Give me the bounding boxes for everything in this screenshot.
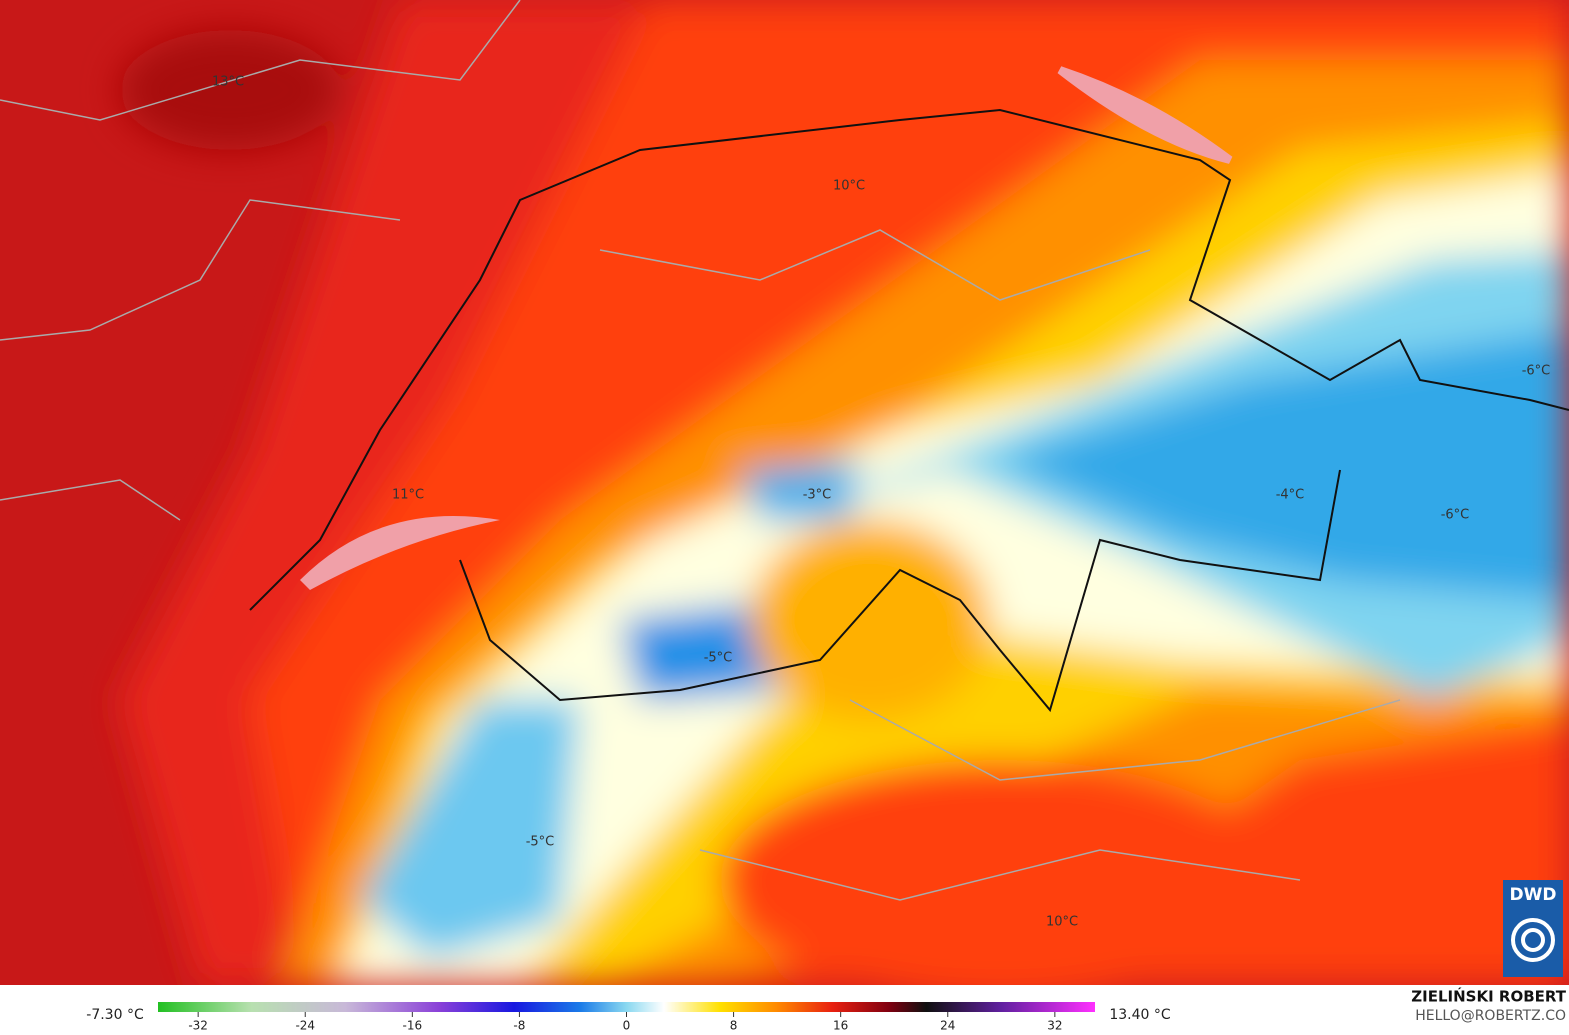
author: ZIELIŃSKI ROBERT <box>1411 987 1566 1006</box>
map-label: 11°C <box>392 488 424 503</box>
logo-text: DWD <box>1510 885 1557 905</box>
country-border <box>249 108 1569 611</box>
map-label: -6°C <box>1522 364 1551 379</box>
lake <box>1057 66 1233 164</box>
map-label: -5°C <box>704 651 733 666</box>
colorbar-tick-label: -16 <box>403 1019 423 1033</box>
map-label: -4°C <box>1276 488 1305 503</box>
colorbar-tick-label: 8 <box>730 1019 738 1033</box>
map-label: 10°C <box>833 179 865 194</box>
max-label: 13.40 °C <box>1109 1007 1171 1023</box>
colorbar <box>158 1002 1095 1012</box>
colorbar-tick-label: 24 <box>940 1019 955 1033</box>
country-border <box>459 469 1341 713</box>
temperature-field <box>0 0 1569 985</box>
map-label: 10°C <box>1046 915 1078 930</box>
colorbar-tick-label: 0 <box>623 1019 631 1033</box>
map-label: -3°C <box>803 488 832 503</box>
map-label: -6°C <box>1441 508 1470 523</box>
lake <box>300 516 500 590</box>
colorbar-tick-label: -24 <box>295 1019 315 1033</box>
contact: HELLO@ROBERTZ.CO <box>1415 1008 1566 1024</box>
colorbar-tick-label: -8 <box>513 1019 525 1033</box>
colorbar-tick-label: 32 <box>1047 1019 1062 1033</box>
colorbar-tick-label: -32 <box>188 1019 208 1033</box>
colorbar-tick-label: 16 <box>833 1019 848 1033</box>
min-label: -7.30 °C <box>86 1007 144 1023</box>
region-borders <box>0 0 1401 901</box>
logo: DWD <box>1503 880 1563 977</box>
map-label: 13°C <box>212 75 244 90</box>
map-label: -5°C <box>526 835 555 850</box>
